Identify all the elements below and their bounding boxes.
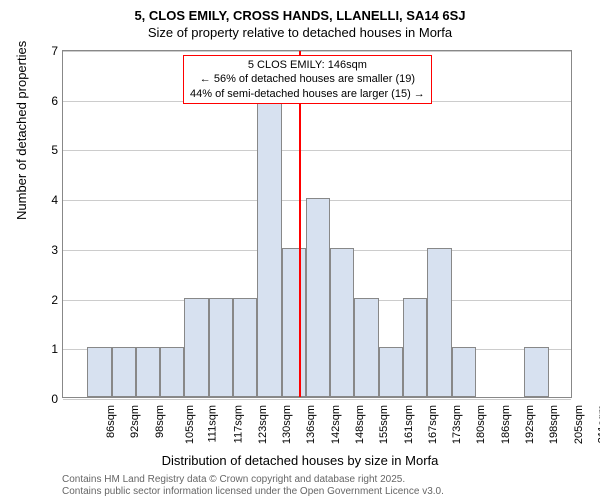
x-tick-label: 98sqm	[154, 405, 166, 438]
histogram-bar	[354, 298, 378, 397]
histogram-bar	[112, 347, 136, 397]
annotation-box: 5 CLOS EMILY: 146sqm← 56% of detached ho…	[183, 55, 432, 104]
x-tick-label: 173sqm	[451, 405, 463, 444]
x-tick-label: 161sqm	[403, 405, 415, 444]
annotation-line: 44% of semi-detached houses are larger (…	[190, 87, 425, 101]
attribution-line2: Contains public sector information licen…	[62, 486, 444, 498]
chart-container: 5, CLOS EMILY, CROSS HANDS, LLANELLI, SA…	[0, 0, 600, 500]
histogram-bar	[87, 347, 111, 397]
y-tick-label: 2	[43, 293, 58, 307]
attribution-line1: Contains HM Land Registry data © Crown c…	[62, 474, 444, 486]
histogram-bar	[524, 347, 548, 397]
x-tick-label: 117sqm	[232, 405, 244, 443]
gridline	[63, 51, 571, 52]
histogram-bar	[306, 198, 330, 397]
chart-title-main: 5, CLOS EMILY, CROSS HANDS, LLANELLI, SA…	[0, 0, 600, 23]
y-tick-label: 7	[43, 44, 58, 58]
histogram-bar	[379, 347, 403, 397]
x-tick-label: 142sqm	[330, 405, 342, 444]
gridline	[63, 150, 571, 151]
x-tick-label: 105sqm	[184, 405, 196, 444]
x-tick-label: 192sqm	[524, 405, 536, 444]
histogram-bar	[184, 298, 208, 397]
x-tick-label: 92sqm	[129, 405, 141, 438]
histogram-bar	[452, 347, 476, 397]
x-tick-label: 155sqm	[378, 405, 390, 444]
histogram-bar	[257, 99, 281, 397]
y-axis-label: Number of detached properties	[14, 41, 29, 220]
x-tick-label: 167sqm	[427, 405, 439, 444]
histogram-bar	[136, 347, 160, 397]
histogram-bar	[403, 298, 427, 397]
x-axis-label: Distribution of detached houses by size …	[0, 453, 600, 468]
x-tick-label: 211sqm	[596, 405, 600, 443]
attribution-text: Contains HM Land Registry data © Crown c…	[62, 474, 444, 498]
annotation-line: ← 56% of detached houses are smaller (19…	[190, 72, 425, 86]
histogram-bar	[330, 248, 354, 397]
x-tick-label: 186sqm	[500, 405, 512, 444]
x-tick-label: 123sqm	[257, 405, 269, 444]
histogram-bar	[209, 298, 233, 397]
x-tick-label: 205sqm	[573, 405, 585, 444]
chart-title-sub: Size of property relative to detached ho…	[0, 23, 600, 40]
x-tick-label: 136sqm	[306, 405, 318, 444]
y-tick-label: 1	[43, 342, 58, 356]
x-tick-label: 86sqm	[105, 405, 117, 438]
x-tick-label: 130sqm	[281, 405, 293, 444]
annotation-line: 5 CLOS EMILY: 146sqm	[190, 58, 425, 72]
histogram-bar	[233, 298, 257, 397]
y-tick-label: 0	[43, 392, 58, 406]
y-tick-label: 4	[43, 193, 58, 207]
histogram-bar	[160, 347, 184, 397]
y-tick-label: 6	[43, 94, 58, 108]
y-tick-label: 3	[43, 243, 58, 257]
x-tick-label: 180sqm	[476, 405, 488, 444]
x-tick-label: 198sqm	[548, 405, 560, 444]
gridline	[63, 399, 571, 400]
histogram-bar	[427, 248, 451, 397]
x-tick-label: 148sqm	[354, 405, 366, 444]
plot-area: 0123456786sqm92sqm98sqm105sqm111sqm117sq…	[62, 50, 572, 398]
x-tick-label: 111sqm	[207, 405, 219, 443]
y-tick-label: 5	[43, 143, 58, 157]
histogram-bar	[282, 248, 306, 397]
